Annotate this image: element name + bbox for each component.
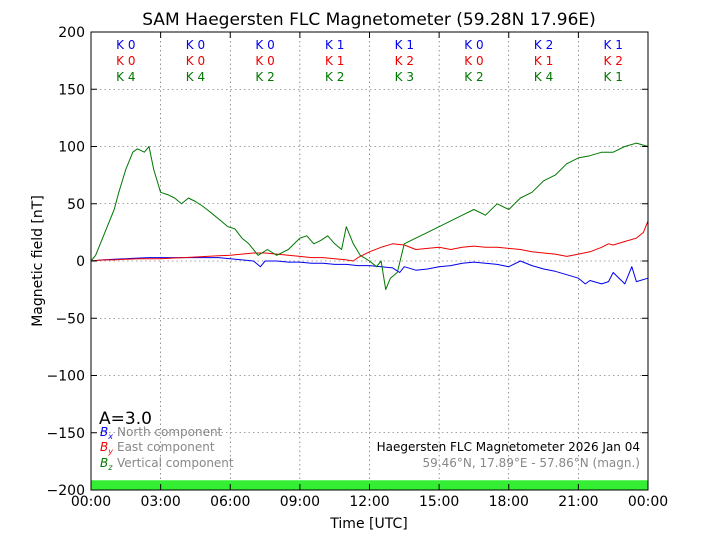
x-axis-label: Time [UTC] [329, 516, 407, 532]
legend-subscript: y [107, 447, 113, 456]
y-tick-label: −50 [55, 311, 85, 327]
k-index-label: K 0 [186, 38, 205, 52]
series-line-by [90, 220, 649, 262]
y-tick-label: −150 [47, 426, 85, 442]
x-tick-label: 06:00 [210, 494, 250, 510]
k-index-label: K 1 [395, 38, 414, 52]
series-line-bz [90, 142, 649, 291]
k-index-label: K 2 [604, 54, 623, 68]
k-index-label: K 2 [534, 38, 553, 52]
k-index-label: K 0 [116, 54, 135, 68]
y-tick-label: 50 [67, 197, 85, 213]
legend-symbol: B [100, 440, 108, 454]
legend-subscript: z [107, 463, 113, 472]
k-index-label: K 4 [534, 70, 553, 84]
x-tick-label: 12:00 [349, 494, 389, 510]
k-index-label: K 1 [604, 70, 623, 84]
k-index-label: K 2 [325, 70, 344, 84]
legend-item-east: By East component [100, 440, 215, 456]
grid [91, 32, 648, 490]
x-tick-label: 00:00 [628, 494, 668, 510]
ticks [90, 31, 649, 491]
k-index-label: K 3 [395, 70, 414, 84]
svg-text:By: By [100, 440, 113, 456]
legend-subscript: x [107, 432, 113, 441]
k-index-label: K 1 [325, 54, 344, 68]
station-info: Haegersten FLC Magnetometer 2026 Jan 04 [377, 440, 640, 454]
y-tick-label: 100 [58, 140, 85, 156]
station-coords: 59.46°N, 17.89°E - 57.86°N (magn.) [423, 456, 640, 470]
y-tick-labels: −200 −150 −100 −50 0 50 100 150 200 [47, 25, 85, 499]
legend-symbol: B [100, 425, 108, 439]
k-index-label: K 4 [186, 70, 205, 84]
x-tick-label: 09:00 [280, 494, 320, 510]
legend-symbol: B [100, 456, 108, 470]
legend-label-vertical: Vertical component [117, 456, 234, 470]
k-index-label: K 1 [534, 54, 553, 68]
x-tick-label: 03:00 [140, 494, 180, 510]
legend-label-north: North component [117, 425, 223, 439]
legend-item-vertical: Bz Vertical component [100, 456, 234, 472]
legend: Bx North component By East component Bz … [100, 425, 234, 472]
y-tick-label: 150 [58, 82, 85, 98]
y-tick-label: 0 [76, 254, 85, 270]
y-axis-label: Magnetic field [nT] [30, 195, 46, 327]
a-index: A=3.0 [99, 409, 152, 429]
x-tick-label: 21:00 [558, 494, 598, 510]
k-index-label: K 1 [325, 38, 344, 52]
y-tick-label: 200 [58, 25, 85, 41]
k-index-label: K 2 [255, 70, 274, 84]
k-index-label: K 0 [464, 54, 483, 68]
k-index-label: K 0 [116, 38, 135, 52]
x-tick-label: 18:00 [489, 494, 529, 510]
k-index-label: K 2 [464, 70, 483, 84]
k-index-label: K 4 [116, 70, 135, 84]
k-index-label: K 0 [464, 38, 483, 52]
x-tick-label: 15:00 [419, 494, 459, 510]
chart-title: SAM Haegersten FLC Magnetometer (59.28N … [142, 10, 596, 30]
k-index-table: K 0 K 0 K 0 K 1 K 1 K 0 K 2 K 1 K 0 K 0 K 0 K 1 K 2 K… [116, 38, 623, 84]
x-tick-labels: 00:00 03:00 06:00 09:00 12:00 15:00 18:00 21:00… [71, 494, 668, 510]
legend-label-east: East component [117, 440, 215, 454]
legend-item-north: Bx North component [100, 425, 223, 441]
k-index-label: K 0 [255, 54, 274, 68]
k-index-label: K 0 [186, 54, 205, 68]
y-tick-label: −100 [47, 369, 85, 385]
y-tick-label: −200 [47, 483, 85, 499]
k-index-label: K 0 [255, 38, 274, 52]
k-index-label: K 1 [604, 38, 623, 52]
svg-text:Bx: Bx [100, 425, 113, 441]
svg-text:Bz: Bz [100, 456, 113, 472]
x-tick-label: 00:00 [71, 494, 111, 510]
series-layer [90, 142, 649, 291]
k-index-label: K 2 [395, 54, 414, 68]
